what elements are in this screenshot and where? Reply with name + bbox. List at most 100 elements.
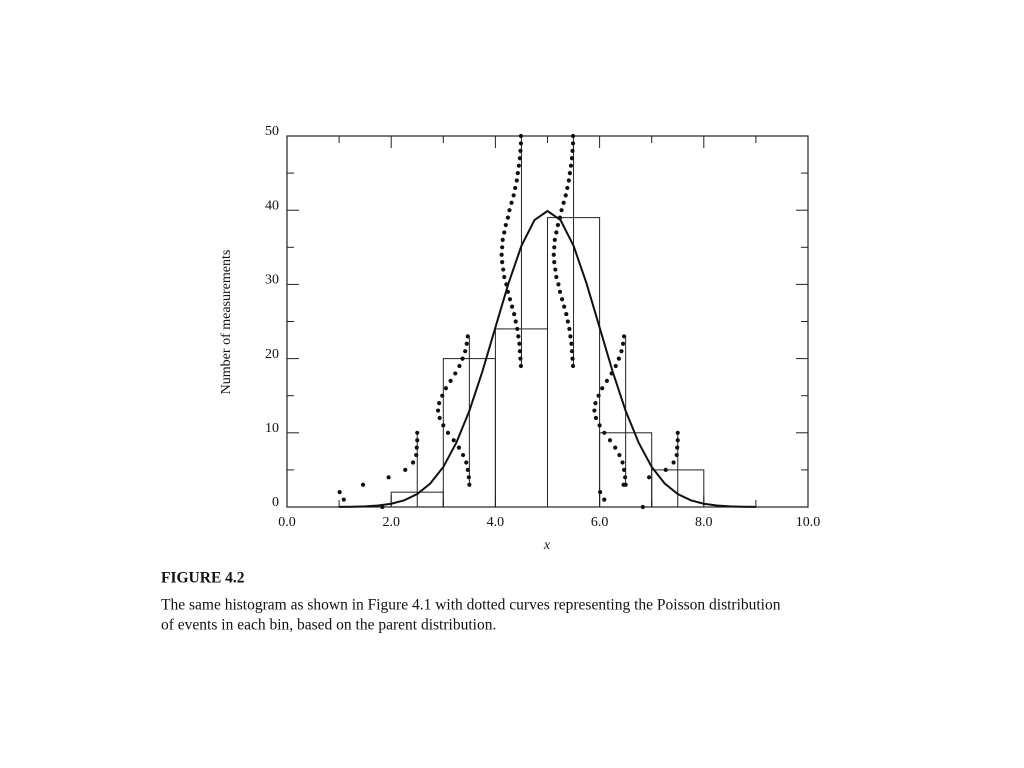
poisson-dot (621, 482, 626, 487)
poisson-dot (552, 260, 557, 265)
poisson-dot (613, 363, 618, 369)
caption-line: The same histogram as shown in Figure 4.… (161, 597, 781, 614)
poisson-dot (456, 445, 462, 450)
poisson-dot (607, 438, 613, 443)
poisson-dot (562, 304, 567, 309)
poisson-dot (675, 430, 680, 435)
poisson-dot (598, 490, 603, 495)
caption-line: of events in each bin, based on the pare… (161, 617, 496, 634)
poisson-dot (554, 230, 559, 235)
poisson-dot (565, 319, 570, 324)
poisson-dot (517, 341, 522, 346)
poisson-dot (675, 445, 680, 450)
poisson-dot (597, 423, 602, 428)
poisson-dot (500, 260, 505, 265)
poisson-dot (602, 497, 607, 502)
poisson-dot (559, 208, 564, 213)
poisson-dot (453, 371, 458, 376)
poisson-dot (566, 178, 571, 183)
poisson-dot (507, 297, 513, 302)
poisson-dot (440, 393, 445, 398)
poisson-dot (512, 311, 517, 317)
poisson-dot (437, 415, 442, 421)
poisson-dot (557, 289, 563, 294)
poisson-dot (516, 163, 521, 168)
poisson-dot (621, 467, 627, 472)
poisson-dot (556, 282, 561, 287)
poisson-dot (570, 148, 575, 153)
y-tick-label: 0 (272, 495, 279, 510)
poisson-dot (415, 430, 420, 435)
poisson-dot (596, 393, 601, 398)
poisson-dot (552, 245, 557, 250)
poisson-dot (465, 334, 470, 339)
poisson-dot (568, 334, 573, 339)
poisson-dot (337, 490, 342, 495)
poisson-dot (502, 230, 507, 235)
poisson-dot (567, 171, 573, 176)
poisson-dot (518, 141, 524, 146)
poisson-dot (448, 378, 453, 383)
caption-label: FIGURE 4.2 (161, 570, 245, 587)
poisson-dot (620, 341, 626, 346)
poisson-dot (515, 171, 520, 176)
x-tick-label: 6.0 (591, 515, 609, 530)
poisson-dot (451, 438, 456, 443)
poisson-dot (563, 193, 568, 198)
y-axis-label: Number of measurements (219, 250, 234, 395)
poisson-dot (414, 445, 419, 450)
poisson-dot (570, 356, 575, 361)
x-tick-label: 0.0 (278, 515, 296, 530)
poisson-dot (466, 475, 471, 480)
poisson-dot (663, 467, 668, 472)
poisson-dot (674, 452, 679, 458)
poisson-dot (518, 133, 524, 139)
y-tick-label: 40 (265, 198, 279, 213)
poisson-dot (515, 326, 520, 332)
poisson-dot (518, 356, 523, 361)
poisson-dot (513, 185, 518, 191)
poisson-dot (646, 475, 652, 480)
poisson-dot (415, 438, 420, 443)
poisson-dot (564, 311, 569, 317)
poisson-dot (505, 215, 511, 220)
poisson-dot (569, 156, 575, 161)
poisson-dot (341, 497, 346, 502)
poisson-dot (437, 401, 442, 406)
poisson-dot (514, 178, 519, 183)
poisson-dot (517, 156, 522, 161)
poisson-dot (567, 326, 572, 332)
poisson-dot (509, 304, 515, 309)
poisson-dot (503, 222, 508, 228)
poisson-dot (559, 297, 565, 302)
poisson-dot (500, 237, 505, 242)
poisson-dot (465, 467, 470, 472)
poisson-dot (570, 141, 576, 146)
poisson-dot (464, 460, 469, 465)
x-axis-label: x (543, 538, 551, 553)
poisson-dot (518, 148, 523, 153)
poisson-dot (463, 349, 468, 354)
poisson-dot (569, 341, 574, 346)
poisson-dot (592, 408, 597, 413)
poisson-dot (604, 378, 609, 383)
poisson-dot (460, 356, 465, 361)
poisson-dot (613, 445, 618, 450)
poisson-dot (509, 200, 514, 205)
x-tick-label: 4.0 (487, 515, 505, 530)
poisson-dot (445, 430, 451, 435)
poisson-dot (623, 475, 628, 480)
poisson-dot (410, 460, 416, 465)
y-tick-label: 10 (265, 421, 279, 436)
poisson-dot (602, 430, 607, 435)
poisson-dot (403, 467, 408, 472)
poisson-dot (570, 363, 576, 369)
poisson-dot (517, 349, 522, 354)
poisson-dot (593, 415, 599, 421)
poisson-dot (443, 386, 449, 391)
poisson-dot (640, 504, 645, 510)
poisson-dot (551, 252, 556, 257)
poisson-dot (513, 319, 518, 324)
x-tick-label: 8.0 (695, 515, 713, 530)
poisson-dot (555, 222, 561, 228)
